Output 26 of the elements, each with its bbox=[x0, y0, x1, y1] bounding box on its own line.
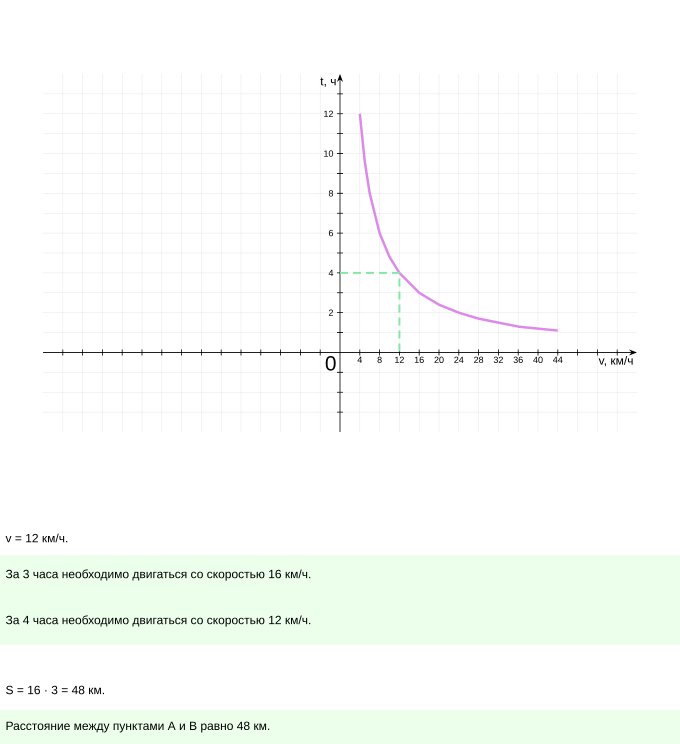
x-tick-label: 16 bbox=[414, 356, 424, 364]
text: S = 16 · 3 = 48 км. bbox=[6, 686, 104, 694]
text: За 3 часа необходимо двигаться со скоростью 16 км/ч. bbox=[6, 569, 310, 581]
x-tick-label: 20 bbox=[434, 356, 444, 364]
x-axis-title: v, км/ч bbox=[598, 356, 633, 366]
y-tick-label: 4 bbox=[328, 270, 334, 276]
text: За 4 часа необходимо двигаться со скоростью 12 км/ч. bbox=[6, 615, 310, 627]
x-tick-label: 12 bbox=[395, 356, 404, 363]
y-tick-label: 2 bbox=[328, 310, 334, 316]
y-tick-label: 12 bbox=[324, 110, 334, 117]
text: Расстояние между пунктами А и В равно 48 км. bbox=[6, 722, 270, 732]
annotation: 0 bbox=[326, 356, 336, 371]
y-tick-label: 8 bbox=[328, 190, 334, 197]
y-tick-label: 6 bbox=[328, 230, 334, 236]
x-tick-label: 44 bbox=[553, 356, 563, 363]
y-tick-label: 10 bbox=[324, 150, 334, 157]
text: v = 12 км/ч. bbox=[6, 534, 68, 542]
x-tick-label: 28 bbox=[474, 356, 484, 364]
line-series bbox=[358, 112, 560, 332]
x-tick-label: 40 bbox=[533, 356, 543, 364]
x-tick-label: 32 bbox=[494, 356, 503, 364]
x-tick-label: 36 bbox=[514, 356, 523, 364]
y-axis-title: t, ч bbox=[320, 78, 336, 87]
x-tick-label: 8 bbox=[377, 356, 382, 364]
x-tick-label: 4 bbox=[358, 356, 362, 363]
x-tick-label: 24 bbox=[454, 356, 464, 363]
